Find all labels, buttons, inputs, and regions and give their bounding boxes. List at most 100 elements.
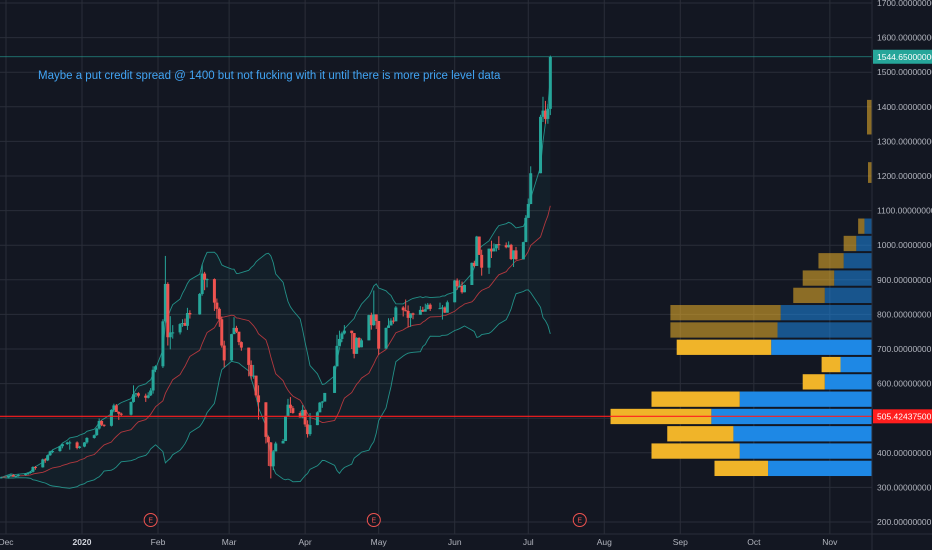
candle-body (453, 280, 457, 303)
volume-profile-up-bar (824, 287, 872, 304)
candle-body (65, 442, 69, 445)
candle-body (306, 424, 310, 435)
candle-body (188, 313, 192, 315)
time-tick-label: 2020 (73, 537, 92, 547)
candle-body (26, 472, 30, 474)
candle-body (249, 364, 253, 376)
candle-body (97, 420, 101, 429)
volume-profile-up-bar (739, 391, 872, 407)
time-axis[interactable]: Dec 2020 Feb Mar Apr May Jun Jul Aug Sep Oct Nov (0, 533, 932, 547)
candle-body (112, 405, 116, 410)
candle-body (357, 337, 361, 348)
volume-profile-down-bar (670, 305, 781, 321)
candle-body (237, 331, 241, 343)
price-tick-label: 1700.00000000 (877, 0, 932, 8)
candle-body (514, 250, 518, 260)
candle-body (131, 394, 135, 402)
candle-body (406, 310, 410, 318)
candle-body (303, 409, 307, 425)
time-tick-label: Jun (448, 537, 462, 547)
candle-body (477, 236, 481, 255)
candle-body (161, 321, 165, 367)
candle-body (154, 366, 158, 370)
candle-body (440, 307, 444, 309)
price-tick-label: 600.00000000 (877, 379, 932, 389)
candle-body (333, 366, 337, 393)
candle-body (151, 369, 155, 391)
candle-body (521, 242, 525, 260)
candle-body (512, 250, 516, 260)
price-tick-label: 200.00000000 (877, 517, 932, 527)
volume-profile-down-bar (793, 287, 825, 304)
volume-profile-up-bar (780, 305, 872, 321)
candle-body (489, 248, 493, 252)
candle-body (230, 334, 234, 361)
volume-profile-up-bar (733, 426, 872, 442)
volume-profile-down-bar (714, 460, 769, 477)
candle-body (509, 244, 513, 260)
candle-body (266, 436, 270, 443)
candle-body (16, 474, 20, 476)
candle-body (205, 279, 209, 281)
candle-body (222, 345, 226, 361)
volume-profile-down-bar (858, 218, 865, 234)
volume-profile-down-bar (868, 162, 872, 183)
candle-body (460, 286, 464, 293)
candle-body (217, 308, 221, 320)
candle-body (284, 416, 288, 442)
candle-body (46, 455, 50, 461)
candle-body (31, 466, 35, 472)
candle-body (149, 390, 153, 396)
earnings-event-marker (366, 513, 381, 527)
candle-body (271, 451, 275, 467)
chart-annotation[interactable]: Maybe a put credit spread @ 1400 but not… (38, 70, 501, 82)
candle-body (68, 442, 72, 444)
candle-body (0, 477, 3, 479)
candle-body (252, 375, 256, 377)
candle-body (409, 313, 413, 318)
candle-body (11, 474, 15, 477)
candle-body (492, 248, 496, 252)
candle-body (337, 338, 341, 346)
time-tick-label: May (371, 537, 388, 547)
candle-body (470, 262, 474, 285)
candle-body (404, 310, 408, 312)
price-tick-label: 1500.00000000 (877, 67, 932, 77)
candle-body (524, 217, 528, 243)
volume-profile-down-bar (802, 270, 835, 286)
candle-body (166, 283, 170, 338)
candle-body (269, 442, 273, 467)
price-axis[interactable]: 200.00000000300.00000000400.00000000500.… (871, 0, 932, 550)
candle-body (301, 409, 305, 418)
candle-body (254, 375, 258, 396)
candle-body (232, 327, 236, 335)
candle-body (119, 413, 123, 415)
candle-body (543, 110, 547, 119)
volume-profile-up-bar (768, 460, 872, 477)
volume-profile-up-bar (834, 270, 872, 286)
horizontal-line-tag-label: 505.42437500 (877, 411, 932, 421)
candle-body (497, 244, 501, 246)
candle-body (298, 413, 302, 418)
candle-body (102, 424, 106, 426)
earnings-event-label: E (371, 518, 376, 525)
candle-body (387, 325, 390, 328)
time-tick-label: Mar (222, 537, 237, 547)
candle-body (494, 244, 498, 249)
volume-profile-up-bar (843, 253, 872, 269)
candle-body (264, 402, 268, 437)
bollinger-lower-line (1, 289, 551, 489)
candle-body (423, 309, 427, 312)
candle-body (168, 332, 172, 338)
candle-body (394, 307, 398, 322)
candle-body (75, 442, 79, 448)
candle-body (443, 307, 447, 313)
time-tick-label: Apr (299, 537, 312, 547)
volume-profile-up-bar (856, 235, 872, 252)
candle-body (472, 262, 476, 266)
candle-body (369, 315, 373, 326)
candle-body (92, 435, 96, 438)
candle-body (504, 245, 508, 248)
candle-body (146, 395, 150, 398)
